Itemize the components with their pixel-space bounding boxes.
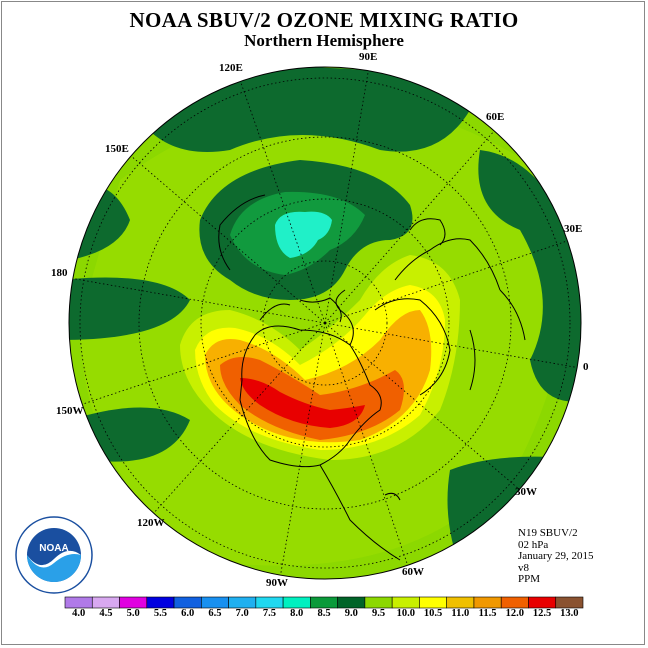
colorbar-swatch <box>119 596 148 609</box>
colorbar-swatch <box>391 596 420 609</box>
colorbar-swatch <box>310 596 338 609</box>
noaa-logo: NOAA <box>15 516 93 594</box>
colorbar-tick-label: 11.5 <box>478 608 497 619</box>
lon-label-90w: 90W <box>266 577 288 589</box>
coastlines <box>218 194 526 561</box>
colorbar-swatch <box>91 596 120 609</box>
info-satellite: N19 SBUV/2 <box>518 527 578 539</box>
colorbar-swatch <box>64 596 93 609</box>
colorbar-swatch <box>337 596 366 609</box>
lon-label-0: 0 <box>583 361 589 373</box>
colorbar-swatch <box>500 596 529 609</box>
graticule <box>69 67 581 579</box>
colorbar-tick-label: 4.5 <box>99 608 113 619</box>
dark-green-right <box>478 150 581 402</box>
lon-label-90e: 90E <box>359 51 378 63</box>
lon-label-120e: 120E <box>219 62 243 74</box>
colorbar-swatch <box>146 596 175 609</box>
colorbar-tick-label: 5.5 <box>153 608 167 619</box>
colorbar-swatch <box>419 596 447 609</box>
colorbar-tick-label: 5.0 <box>126 608 140 619</box>
lon-label-30e: 30E <box>564 223 583 235</box>
colorbar-tick-label: 9.0 <box>344 608 358 619</box>
lon-label-150w: 150W <box>56 405 84 417</box>
colorbar-tick-label: 6.0 <box>181 608 195 619</box>
colorbar-swatch <box>228 596 257 609</box>
colorbar-tick-label: 6.5 <box>208 608 222 619</box>
lon-label-120w: 120W <box>137 517 165 529</box>
vortex-core <box>275 211 332 258</box>
colorbar-swatch <box>446 596 475 609</box>
colorbar-tick-label: 8.0 <box>290 608 304 619</box>
info-units: PPM <box>518 573 541 585</box>
lon-label-30w: 30W <box>515 486 537 498</box>
lon-label-150e: 150E <box>105 143 129 155</box>
warm-red-core <box>240 378 365 428</box>
lon-label-60w: 60W <box>402 566 424 578</box>
colorbar-tick-label: 12.5 <box>532 608 552 619</box>
colorbar-swatch <box>201 596 229 609</box>
map-boundary <box>68 66 582 580</box>
colorbar-swatch <box>473 596 502 609</box>
colorbar-tick-label: 10.5 <box>423 608 443 619</box>
colorbar-swatch <box>173 596 202 609</box>
colorbar-swatch <box>555 596 584 609</box>
map-title: NOAA SBUV/2 OZONE MIXING RATIO <box>129 8 519 32</box>
colorbar-tick-label: 4.0 <box>72 608 86 619</box>
dark-green-left-mid <box>69 277 190 340</box>
lon-label-60e: 60E <box>486 111 505 123</box>
colorbar-swatch <box>255 596 284 609</box>
colorbar-tick-label: 7.5 <box>262 608 277 619</box>
colorbar-swatch <box>528 596 557 609</box>
colorbar-tick-label: 9.5 <box>371 608 386 619</box>
colorbar-tick-label: 12.0 <box>505 608 525 619</box>
noaa-logo-text: NOAA <box>39 543 68 554</box>
info-date: January 29, 2015 <box>518 550 594 562</box>
colorbar-swatch <box>364 596 393 609</box>
colorbar-tick-label: 10.0 <box>396 608 415 619</box>
lon-label-180: 180 <box>51 267 68 279</box>
info-version: v8 <box>518 561 529 574</box>
colorbar-tick-label: 8.5 <box>317 608 331 619</box>
colorbar-swatch <box>282 596 311 609</box>
colorbar-tick-label: 7.0 <box>235 608 249 619</box>
info-level: 02 hPa <box>518 538 549 551</box>
colorbar-tick-label: 11.0 <box>451 608 470 619</box>
colorbar-tick-label: 13.0 <box>560 608 579 619</box>
info-block: N19 SBUV/2 02 hPa January 29, 2015 v8 PP… <box>518 527 594 586</box>
map-subtitle: Northern Hemisphere <box>244 31 404 50</box>
